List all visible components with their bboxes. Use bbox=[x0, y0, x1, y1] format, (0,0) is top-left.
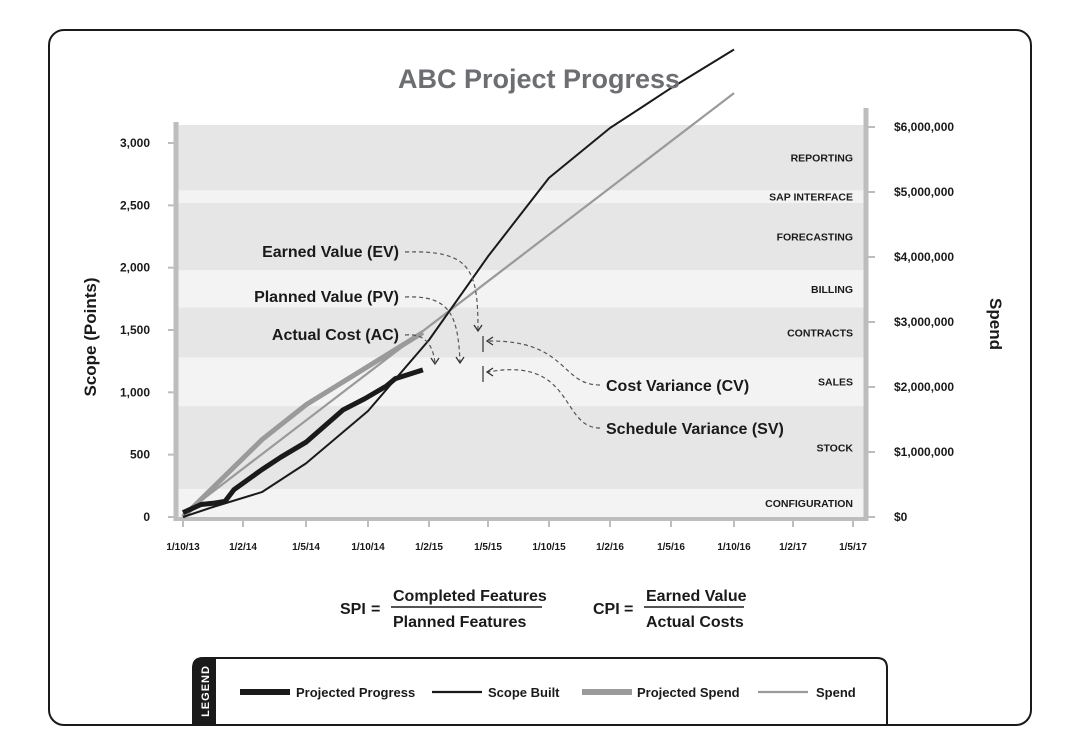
right-tick-label: $5,000,000 bbox=[894, 185, 954, 199]
legend-items: Projected Progress Scope Built Projected S… bbox=[240, 685, 856, 700]
legend-label: Spend bbox=[816, 685, 856, 700]
arrow-head bbox=[430, 357, 440, 366]
x-tick-label: 1/2/14 bbox=[229, 542, 257, 553]
band-label: CONTRACTS bbox=[787, 327, 853, 339]
right-tick-label: $6,000,000 bbox=[894, 120, 954, 134]
axes bbox=[173, 108, 869, 521]
x-tick-label: 1/10/15 bbox=[532, 542, 566, 553]
legend-label: Scope Built bbox=[488, 685, 560, 700]
x-tick-label: 1/5/14 bbox=[292, 542, 320, 553]
x-tick-label: 1/10/16 bbox=[717, 542, 751, 553]
legend-tag: LEGEND bbox=[200, 665, 212, 717]
band-label: STOCK bbox=[816, 442, 853, 454]
cv-leader bbox=[487, 340, 601, 386]
series-lines bbox=[181, 48, 735, 519]
band-label: SAP INTERFACE bbox=[769, 192, 853, 204]
spi-equals: = bbox=[371, 601, 380, 618]
x-tick-label: 1/10/14 bbox=[351, 542, 385, 553]
legend: LEGEND Projected Progress Scope Built Proj… bbox=[192, 657, 888, 724]
cpi-numerator: Earned Value bbox=[646, 588, 747, 605]
spi-formula: SPI = Completed Features Planned Feature… bbox=[340, 588, 547, 631]
left-tick-label: 500 bbox=[130, 448, 150, 462]
arrow-head bbox=[485, 336, 494, 346]
cpi-formula: CPI = Earned Value Actual Costs bbox=[593, 588, 747, 631]
spi-label: SPI bbox=[340, 601, 366, 618]
band-label: CONFIGURATION bbox=[765, 498, 853, 510]
band-label: SALES bbox=[818, 377, 853, 389]
x-tick-label: 1/10/13 bbox=[166, 542, 200, 553]
legend-label: Projected Progress bbox=[296, 685, 415, 700]
cost-variance-label: Cost Variance (CV) bbox=[606, 378, 749, 395]
x-tick-label: 1/2/17 bbox=[779, 542, 807, 553]
spi-denominator: Planned Features bbox=[393, 614, 526, 631]
right-tick-label: $2,000,000 bbox=[894, 380, 954, 394]
band-reporting bbox=[176, 125, 866, 191]
band-stock bbox=[176, 406, 866, 489]
annotation-label: Actual Cost (AC) bbox=[272, 327, 399, 344]
schedule-variance-label: Schedule Variance (SV) bbox=[606, 421, 784, 438]
pv-leader bbox=[404, 296, 461, 363]
band-label: REPORTING bbox=[791, 153, 853, 165]
left-axis-label: Scope (Points) bbox=[81, 277, 100, 396]
band-contracts bbox=[176, 307, 866, 358]
x-tick-label: 1/5/15 bbox=[474, 542, 502, 553]
left-tick-label: 0 bbox=[143, 510, 150, 524]
band-billing bbox=[176, 270, 866, 308]
right-tick-label: $3,000,000 bbox=[894, 315, 954, 329]
chart-title: ABC Project Progress bbox=[398, 64, 680, 94]
annotations: Earned Value (EV) Planned Value (PV) Actua… bbox=[254, 244, 784, 438]
annotation-label: Earned Value (EV) bbox=[262, 244, 399, 261]
left-tick-label: 2,500 bbox=[120, 198, 150, 212]
band-label: FORECASTING bbox=[777, 232, 853, 244]
ac-leader bbox=[404, 334, 436, 364]
band-configuration bbox=[176, 488, 866, 517]
band-sap-interface bbox=[176, 190, 866, 203]
x-tick-label: 1/2/15 bbox=[415, 542, 443, 553]
band-label: BILLING bbox=[811, 284, 853, 296]
sv-leader bbox=[487, 369, 601, 429]
right-tick-label: $1,000,000 bbox=[894, 445, 954, 459]
cpi-equals: = bbox=[624, 601, 633, 618]
x-tick-label: 1/2/16 bbox=[596, 542, 624, 553]
x-tick-label: 1/5/16 bbox=[657, 542, 685, 553]
series-spend bbox=[182, 92, 735, 516]
cpi-label: CPI bbox=[593, 601, 620, 618]
legend-label: Projected Spend bbox=[637, 685, 740, 700]
cpi-denominator: Actual Costs bbox=[646, 614, 744, 631]
arrow-head bbox=[473, 324, 483, 333]
series-scope-built bbox=[182, 48, 735, 518]
right-axis-label: Spend bbox=[986, 298, 1005, 350]
annotation-label: Planned Value (PV) bbox=[254, 289, 399, 306]
ev-leader bbox=[404, 251, 479, 331]
left-tick-label: 1,000 bbox=[120, 385, 150, 399]
band-sales bbox=[176, 357, 866, 407]
left-tick-label: 3,000 bbox=[120, 136, 150, 150]
left-tick-label: 1,500 bbox=[120, 323, 150, 337]
right-tick-label: $0 bbox=[894, 510, 908, 524]
arrow-head bbox=[455, 356, 465, 365]
arrow-head bbox=[485, 367, 494, 377]
series-projected-spend bbox=[181, 330, 425, 519]
spi-numerator: Completed Features bbox=[393, 588, 547, 605]
x-tick-label: 1/5/17 bbox=[839, 542, 867, 553]
series-projected-progress bbox=[181, 367, 424, 515]
legend-tag-bg bbox=[193, 658, 216, 724]
left-tick-label: 2,000 bbox=[120, 261, 150, 275]
right-tick-label: $4,000,000 bbox=[894, 250, 954, 264]
tick-labels: 0 500 1,000 1,500 2,000 2,500 3,000 $0 $1,000,00… bbox=[120, 120, 954, 553]
